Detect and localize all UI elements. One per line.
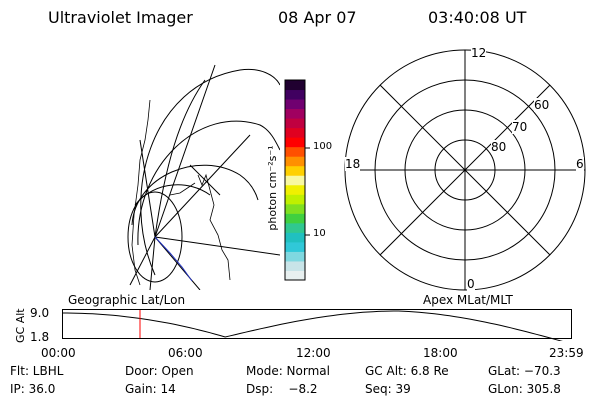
door-info: Door: Open	[125, 364, 194, 378]
altitude-ybottom: 1.8	[30, 330, 50, 344]
color-bar-segment	[285, 175, 305, 186]
color-bar-segment	[285, 118, 305, 129]
color-tick-100: 100	[313, 141, 333, 152]
mode-info: Mode: Normal	[246, 364, 330, 378]
color-bar-segment	[285, 80, 305, 91]
satellite-track	[154, 236, 193, 282]
lat-arc-3	[131, 164, 259, 226]
geo-plot-title: Geographic Lat/Lon	[68, 293, 186, 307]
x-tick-1200: 12:00	[296, 346, 331, 360]
date-label: 08 Apr 07	[278, 8, 357, 27]
x-tick-1800: 18:00	[423, 346, 458, 360]
lat-60-label: 60	[534, 98, 550, 112]
x-tick-0000: 00:00	[41, 346, 76, 360]
altitude-ylabel: GC Alt	[14, 308, 27, 343]
coastline-west	[131, 99, 151, 286]
color-bar-segment	[285, 89, 305, 100]
lon-line-1	[154, 64, 216, 238]
glon-info: GLon: 305.8	[488, 382, 561, 396]
pole-circle	[127, 191, 183, 283]
glat-info: GLat: −70.3	[488, 364, 561, 378]
lon-line-2	[154, 134, 251, 238]
x-tick-2359: 23:59	[549, 346, 584, 360]
color-bar-segment	[285, 203, 305, 214]
color-bar-segment	[285, 270, 305, 281]
color-bar-segment	[285, 241, 305, 252]
lon-line-9	[189, 164, 221, 196]
color-bar-segment	[285, 146, 305, 157]
mlt-12-label: 12	[471, 46, 487, 60]
filter-info: Flt: LBHL	[10, 364, 64, 378]
altitude-curve	[62, 310, 563, 341]
color-bar-unit: photon cm⁻²s⁻¹	[266, 145, 279, 230]
mlt-0-label: 0	[467, 277, 475, 291]
lon-line-3	[154, 236, 280, 256]
color-bar-segments	[285, 80, 305, 281]
color-bar-segment	[285, 222, 305, 233]
ip-info: IP: 36.0	[10, 382, 56, 396]
lat-70-label: 70	[512, 120, 528, 134]
lon-line-4	[154, 236, 201, 290]
lon-line-8	[154, 79, 206, 238]
polar-diagonal-2	[379, 84, 551, 256]
color-bar-segment	[285, 165, 305, 176]
color-bar-segment	[285, 260, 305, 271]
lon-line-6	[129, 236, 156, 286]
coastline-north	[169, 182, 196, 196]
lat-80-label: 80	[491, 140, 507, 154]
altitude-frame	[62, 309, 572, 339]
polar-plot	[344, 49, 586, 291]
x-tick-0600: 06:00	[168, 346, 203, 360]
dsp-info: Dsp: −8.2	[246, 382, 318, 396]
mlt-6-label: 6	[576, 157, 584, 171]
altitude-plot	[62, 309, 572, 341]
lon-line-7	[139, 139, 156, 238]
seq-info: Seq: 39	[365, 382, 411, 396]
lon-line-5	[149, 236, 156, 290]
color-bar-frame	[284, 79, 306, 281]
color-bar-segment	[285, 232, 305, 243]
color-bar-segment	[285, 108, 305, 119]
color-bar-segment	[285, 194, 305, 205]
gc-alt-info: GC Alt: 6.8 Re	[365, 364, 449, 378]
color-bar-segment	[285, 213, 305, 224]
time-label: 03:40:08 UT	[428, 8, 527, 27]
color-bar-segment	[285, 137, 305, 148]
mlt-18-label: 18	[345, 157, 361, 171]
lat-arc-1	[140, 68, 280, 276]
color-bar-segment	[285, 251, 305, 262]
color-bar-segment	[285, 99, 305, 110]
color-bar: photon cm⁻²s⁻¹	[266, 79, 310, 281]
gain-info: Gain: 14	[125, 382, 176, 396]
color-bar-segment	[285, 127, 305, 138]
geographic-map	[127, 64, 280, 290]
color-bar-segment	[285, 184, 305, 195]
color-tick-10: 10	[313, 228, 326, 239]
instrument-title: Ultraviolet Imager	[48, 8, 193, 27]
color-bar-segment	[285, 156, 305, 167]
altitude-ytop: 9.0	[30, 306, 50, 320]
coastline-east	[197, 173, 231, 281]
polar-plot-title: Apex MLat/MLT	[423, 293, 513, 307]
